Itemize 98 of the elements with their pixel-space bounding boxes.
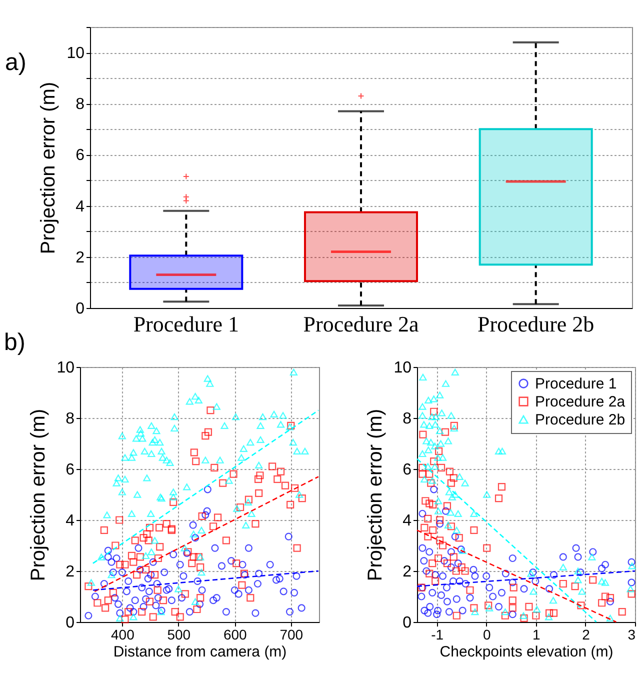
point (434, 606, 442, 614)
y-tick-label: 10 (394, 360, 412, 376)
point (454, 560, 462, 568)
point (462, 580, 470, 588)
x-tick-label: 2 (582, 626, 590, 642)
x-tick-label: 500 (167, 626, 191, 642)
point (520, 585, 528, 593)
point (494, 602, 503, 610)
y-axis-title: Projection error (m) (38, 82, 60, 254)
point (589, 548, 597, 556)
point (574, 553, 582, 561)
x-tick-label: Procedure 2a (303, 312, 419, 336)
point (466, 594, 474, 602)
y-tick-label: 8 (76, 96, 85, 114)
point (442, 507, 450, 515)
x-tick-label: 700 (280, 626, 304, 642)
point (442, 584, 451, 592)
point (470, 566, 478, 574)
point (420, 606, 428, 614)
point (422, 567, 430, 575)
point (456, 577, 464, 585)
point (489, 592, 497, 600)
x-tick-label: 3 (628, 626, 636, 642)
point (452, 595, 460, 603)
point (445, 608, 453, 616)
point (426, 548, 434, 556)
y-tick-label: 0 (402, 614, 412, 632)
point (451, 532, 459, 540)
y-tick-label: 0 (76, 300, 85, 318)
point (447, 548, 455, 556)
point (628, 578, 636, 586)
point (438, 572, 447, 580)
text: b) (4, 329, 26, 356)
point (502, 570, 510, 578)
point (628, 558, 636, 566)
y-tick-label: 10 (66, 45, 85, 62)
point (424, 609, 432, 617)
point (418, 544, 426, 552)
y-tick-label: 8 (402, 410, 412, 428)
point (550, 571, 558, 579)
point (576, 568, 584, 576)
point (559, 553, 567, 561)
y-tick-label: 6 (76, 147, 85, 164)
x-tick-label: Procedure 2b (477, 312, 594, 336)
point (572, 544, 580, 552)
point (532, 577, 540, 585)
point (482, 572, 490, 580)
x-axis-title: Checkpoints elevation (m) (440, 644, 614, 660)
x-tick-label: -1 (431, 626, 444, 642)
point (418, 592, 426, 600)
x-tick-label: 0 (482, 626, 491, 642)
text: a) (5, 49, 26, 76)
point (418, 510, 426, 518)
point (420, 557, 428, 565)
y-tick-label: 6 (402, 462, 412, 478)
x-tick-label: Procedure 1 (133, 312, 240, 336)
point (432, 571, 440, 579)
y-axis-title: Projection error (m) (28, 408, 50, 582)
point (471, 572, 479, 580)
x-tick-label: 1 (532, 626, 541, 642)
point (508, 554, 516, 562)
point (601, 560, 610, 568)
point (443, 598, 452, 606)
x-tick-label: 600 (223, 626, 248, 642)
point (508, 610, 516, 618)
legend-label: Procedure 2b (535, 412, 626, 428)
point (529, 568, 537, 576)
y-axis-title: Projection error (m) (364, 408, 387, 582)
y-tick-label: 10 (56, 360, 75, 376)
x-tick-label: 400 (110, 626, 135, 642)
point (486, 584, 494, 592)
point (458, 606, 466, 614)
y-tick-label: 4 (66, 512, 75, 530)
y-tick-label: 8 (66, 410, 75, 428)
point (428, 588, 436, 596)
point (437, 591, 446, 600)
point (426, 602, 434, 610)
point (449, 577, 457, 585)
point (440, 557, 448, 565)
point (447, 563, 455, 571)
point (545, 585, 554, 593)
point (606, 598, 614, 606)
point (498, 588, 506, 596)
point (430, 486, 438, 494)
y-tick-label: 2 (402, 564, 412, 580)
point (436, 520, 444, 528)
legend-label: Procedure 1 (535, 376, 617, 392)
y-tick-label: 6 (66, 462, 75, 478)
y-tick-label: 2 (66, 564, 75, 580)
y-tick-label: 4 (402, 512, 412, 530)
y-tick-label: 2 (76, 249, 85, 266)
y-tick-label: 4 (76, 198, 85, 216)
point (433, 610, 441, 618)
x-axis-title: Distance from camera (m) (113, 644, 287, 660)
point (508, 578, 516, 586)
point (598, 564, 606, 572)
legend-label: Procedure 2a (535, 394, 626, 410)
y-tick-label: 0 (66, 614, 75, 632)
